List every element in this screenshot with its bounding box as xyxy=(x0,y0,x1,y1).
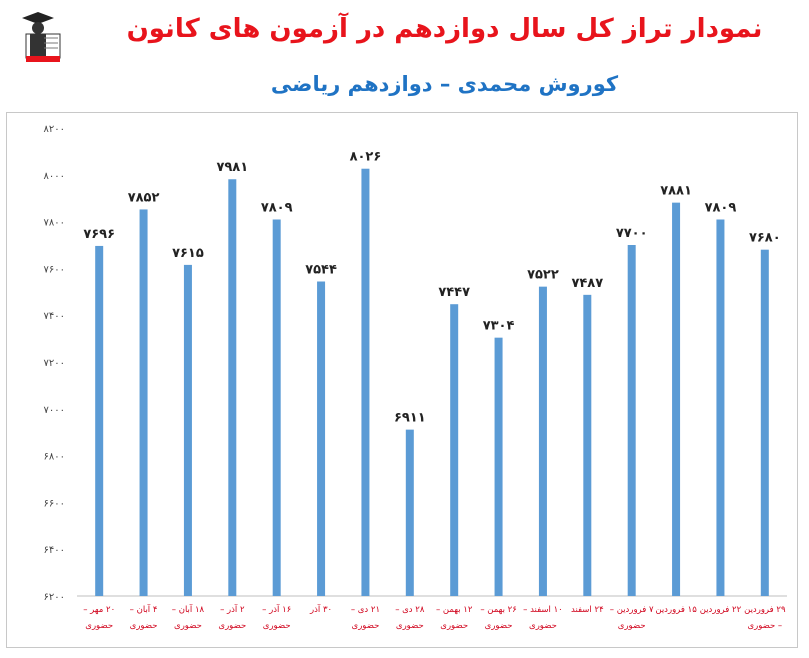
chart-title: نمودار تراز کل سال دوازدهم در آزمون های … xyxy=(126,14,763,44)
y-tick-label: ۶۶۰۰ xyxy=(44,498,65,509)
x-tick-label: ۳۰ آذر xyxy=(309,603,332,615)
x-tick-label: ۲۱ دی – xyxy=(351,605,380,615)
bar xyxy=(95,245,104,596)
chart-subtitle: کوروش محمدی – دوازدهم ریاضی xyxy=(270,72,619,96)
bar xyxy=(272,219,281,596)
x-tick-label: ۲۸ دی – xyxy=(395,605,425,615)
x-tick-label: ۲۴ اسفند xyxy=(571,605,604,615)
x-tick-label-line2: حضوری xyxy=(85,621,113,631)
bar xyxy=(450,304,459,596)
data-label: ۷۷۰۰ xyxy=(616,226,648,241)
data-label: ۷۵۲۲ xyxy=(527,268,559,283)
x-tick-label: ۲۲ فروردین xyxy=(700,605,742,615)
x-tick-label: ۴ آبان – xyxy=(130,603,158,615)
x-tick-label-line2: حضوری xyxy=(618,621,646,631)
data-label: ۷۴۴۷ xyxy=(438,285,470,300)
y-tick-label: ۶۸۰۰ xyxy=(44,452,65,463)
data-label: ۷۸۰۹ xyxy=(261,200,293,215)
y-tick-label: ۷۴۰۰ xyxy=(44,311,65,322)
x-tick-label: ۱۸ آبان – xyxy=(172,603,205,615)
bar xyxy=(760,249,769,596)
x-tick-label: ۱۵ فروردین xyxy=(655,605,697,615)
y-tick-label: ۷۲۰۰ xyxy=(44,358,65,369)
x-tick-label: ۷ فروردین – xyxy=(610,605,654,615)
x-tick-label: ۲۰ مهر – xyxy=(83,605,115,615)
bar xyxy=(672,202,681,596)
x-tick-label: ۱۲ بهمن – xyxy=(436,605,473,615)
y-tick-label: ۸۰۰۰ xyxy=(44,171,65,182)
x-tick-label: ۱۰ اسفند – xyxy=(523,605,563,615)
graduate-logo-icon xyxy=(22,12,61,62)
data-label: ۸۰۲۶ xyxy=(350,150,382,165)
logo xyxy=(18,8,64,64)
x-tick-label-line2: حضوری xyxy=(218,621,246,631)
x-tick-label-line2: حضوری xyxy=(130,621,158,631)
x-tick-label-line2: حضوری xyxy=(529,621,557,631)
x-tick-label-line2: حضوری xyxy=(440,621,468,631)
x-tick-label-line2: حضوری xyxy=(485,621,513,631)
bar-chart: ۶۲۰۰ ۶۴۰۰ ۶۶۰۰ ۶۸۰۰ ۷۰۰۰ ۷۲۰۰ ۷۴۰۰ ۷۶۰۰ ۷۸۰۰ ۸۰۰۰… xyxy=(44,124,787,631)
bar xyxy=(583,294,592,596)
bar xyxy=(494,337,503,596)
x-tick-label-line2: حضوری xyxy=(396,621,424,631)
data-label: ۷۴۸۷ xyxy=(571,276,603,291)
x-tick-label: ۲۹ فروردین xyxy=(744,605,786,615)
x-tick-label-line2: – حضوری xyxy=(747,621,782,631)
data-label: ۷۶۸۰ xyxy=(749,231,781,246)
y-tick-label: ۷۸۰۰ xyxy=(44,218,65,229)
data-label: ۷۸۵۲ xyxy=(128,190,160,205)
data-label: ۷۳۰۴ xyxy=(483,319,515,334)
data-label: ۷۸۰۹ xyxy=(705,200,737,215)
x-tick-label-line2: حضوری xyxy=(263,621,291,631)
x-tick-label: ۱۶ آذر – xyxy=(262,603,291,615)
x-tick-label-line2: حضوری xyxy=(352,621,380,631)
y-tick-label: ۶۲۰۰ xyxy=(44,592,65,603)
y-tick-label: ۷۰۰۰ xyxy=(44,405,65,416)
bar xyxy=(405,429,414,596)
y-tick-label: ۷۶۰۰ xyxy=(44,264,65,275)
data-label: ۷۶۱۵ xyxy=(172,246,204,261)
y-tick-label: ۶۴۰۰ xyxy=(44,545,65,556)
x-tick-label: ۲۶ بهمن – xyxy=(480,605,516,615)
bar xyxy=(139,209,148,596)
data-label: ۷۹۸۱ xyxy=(216,160,248,175)
chart-area: ۶۲۰۰ ۶۴۰۰ ۶۶۰۰ ۶۸۰۰ ۷۰۰۰ ۷۲۰۰ ۷۴۰۰ ۷۶۰۰ ۷۸۰۰ ۸۰۰۰… xyxy=(6,112,798,648)
bar xyxy=(538,286,547,596)
data-label: ۶۹۱۱ xyxy=(394,411,426,426)
data-label: ۷۵۴۴ xyxy=(305,263,337,278)
bar xyxy=(317,281,326,596)
data-label: ۷۶۹۶ xyxy=(83,227,115,242)
bar xyxy=(361,168,370,596)
x-tick-label: ۲ آذر – xyxy=(220,603,245,615)
bar xyxy=(183,264,192,596)
bar xyxy=(228,179,237,596)
data-label: ۷۸۸۱ xyxy=(660,184,692,199)
y-tick-label: ۸۲۰۰ xyxy=(44,124,65,135)
x-tick-label-line2: حضوری xyxy=(174,621,202,631)
bar xyxy=(716,219,725,596)
bar xyxy=(627,245,636,596)
